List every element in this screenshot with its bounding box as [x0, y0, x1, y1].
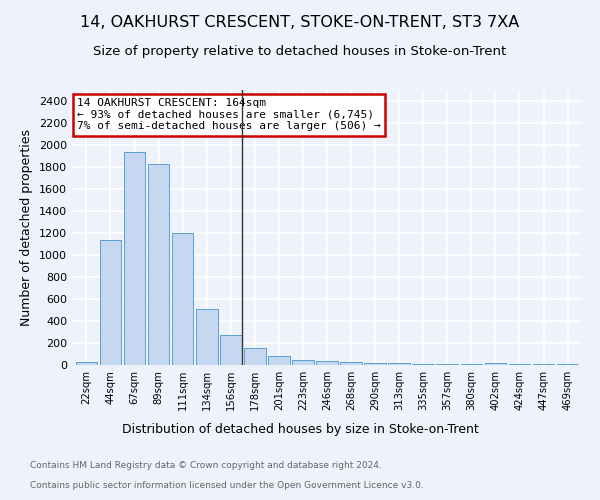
Bar	[412, 364, 434, 365]
Bar	[172, 233, 193, 365]
Bar	[148, 164, 169, 365]
Text: Distribution of detached houses by size in Stoke-on-Trent: Distribution of detached houses by size …	[122, 422, 478, 436]
Text: 14, OAKHURST CRESCENT, STOKE-ON-TRENT, ST3 7XA: 14, OAKHURST CRESCENT, STOKE-ON-TRENT, S…	[80, 15, 520, 30]
Bar	[436, 364, 458, 365]
Text: Contains HM Land Registry data © Crown copyright and database right 2024.: Contains HM Land Registry data © Crown c…	[30, 461, 382, 470]
Bar	[316, 360, 338, 365]
Y-axis label: Number of detached properties: Number of detached properties	[20, 129, 34, 326]
Bar	[461, 364, 482, 365]
Bar	[388, 363, 410, 365]
Bar	[220, 336, 242, 365]
Bar	[533, 364, 554, 365]
Bar	[76, 362, 97, 365]
Bar	[557, 364, 578, 365]
Bar	[124, 152, 145, 365]
Bar	[196, 310, 218, 365]
Bar	[268, 356, 290, 365]
Text: Contains public sector information licensed under the Open Government Licence v3: Contains public sector information licen…	[30, 481, 424, 490]
Bar	[292, 360, 314, 365]
Bar	[100, 240, 121, 365]
Bar	[340, 362, 362, 365]
Bar	[364, 363, 386, 365]
Bar	[509, 364, 530, 365]
Text: 14 OAKHURST CRESCENT: 164sqm
← 93% of detached houses are smaller (6,745)
7% of : 14 OAKHURST CRESCENT: 164sqm ← 93% of de…	[77, 98, 381, 132]
Text: Size of property relative to detached houses in Stoke-on-Trent: Size of property relative to detached ho…	[94, 45, 506, 58]
Bar	[485, 363, 506, 365]
Bar	[244, 348, 266, 365]
